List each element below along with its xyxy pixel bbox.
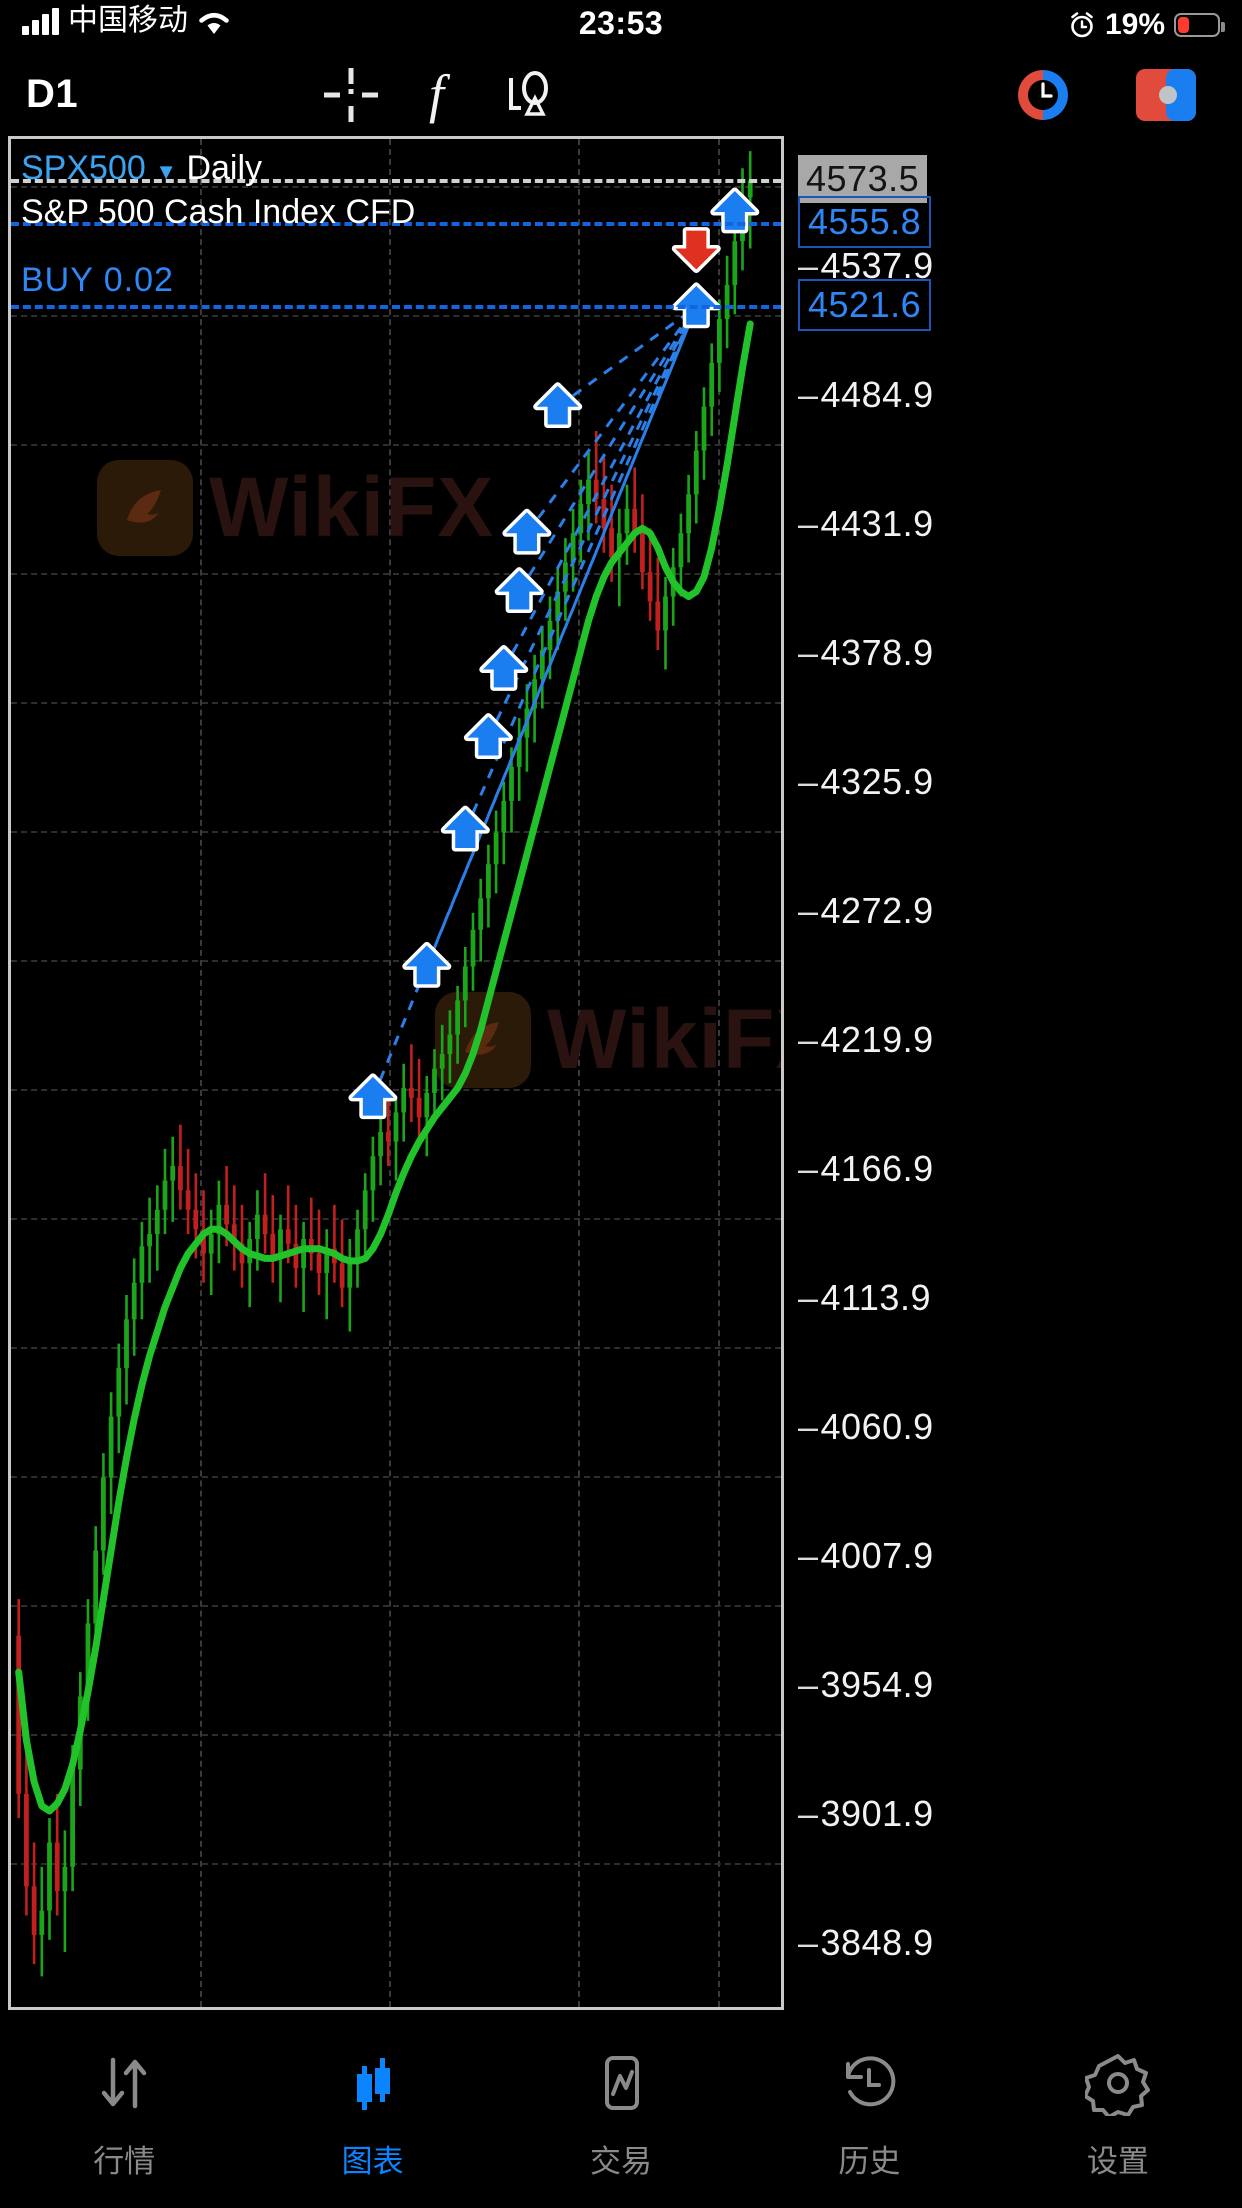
settings-gear-icon — [1084, 2044, 1151, 2122]
cellular-signal-icon — [22, 8, 59, 35]
grid-line-vertical — [578, 139, 580, 2007]
price-axis-tick: 4113.9 — [798, 1277, 931, 1319]
charts-candles-icon — [340, 2044, 406, 2122]
trade-phone-icon — [588, 2044, 654, 2122]
chevron-down-icon[interactable]: ▼ — [155, 159, 177, 184]
tab-label: 图表 — [341, 2143, 404, 2179]
tab-quotes[interactable]: 行情 — [0, 2016, 248, 2208]
alarm-clock-icon — [1068, 11, 1096, 39]
grid-line-vertical — [389, 139, 391, 2007]
grid-line-vertical — [200, 139, 202, 2007]
windows-icon[interactable] — [1123, 64, 1209, 126]
price-axis-tick: 4537.9 — [798, 245, 934, 287]
chart-toolbar: D1 f — [0, 58, 1242, 132]
battery-percent-label: 19% — [1104, 8, 1165, 41]
grid-line-horizontal — [11, 702, 781, 704]
grid-line-horizontal — [11, 186, 781, 188]
period-label: Daily — [186, 149, 263, 187]
price-axis-tick: 3901.9 — [798, 1793, 934, 1835]
symbol-header[interactable]: SPX500 ▼ Daily — [21, 149, 262, 188]
last-price-badge: 4573.5 — [798, 155, 928, 204]
status-bar-left: 中国移动 — [22, 6, 231, 38]
tab-label: 历史 — [838, 2143, 901, 2179]
last-price-level-line — [11, 179, 781, 184]
indicators-fx-icon[interactable]: f — [398, 64, 484, 126]
symbol-description: S&P 500 Cash Index CFD — [21, 193, 416, 231]
position-label[interactable]: BUY 0.02 — [21, 261, 174, 300]
grid-line-horizontal — [11, 1605, 781, 1607]
grid-line-horizontal — [11, 444, 781, 446]
grid-line-horizontal — [11, 831, 781, 833]
price-axis-tick: 4378.9 — [798, 632, 934, 674]
carrier-label: 中国移动 — [68, 4, 188, 37]
tab-trade[interactable]: 交易 — [497, 2016, 745, 2208]
price-axis-tick: 4325.9 — [798, 761, 934, 803]
status-bar-right: 19% — [1068, 8, 1225, 42]
price-axis-tick: 4219.9 — [798, 1019, 934, 1061]
grid-line-horizontal — [11, 1347, 781, 1349]
position-price-badge: 4521.6 — [798, 279, 932, 332]
timeframe-label: D1 — [26, 72, 79, 116]
crosshair-icon[interactable] — [308, 64, 394, 126]
trade-clock-icon[interactable] — [1000, 64, 1086, 126]
tab-settings[interactable]: 设置 — [994, 2016, 1242, 2208]
tab-label: 交易 — [590, 2143, 653, 2179]
status-bar: 中国移动 23:53 19% — [0, 0, 1242, 58]
bottom-tab-bar[interactable]: 行情 图表 交易 历史 设置 — [0, 2016, 1242, 2208]
grid-line-horizontal — [11, 1476, 781, 1478]
price-axis-tick: 3954.9 — [798, 1664, 934, 1706]
status-bar-clock: 23:53 — [578, 5, 664, 41]
chart-plot[interactable]: WikiFX WikiFX SPX500 ▼ Daily S&P 500 Cas… — [8, 136, 784, 2010]
chart-canvas[interactable]: WikiFX WikiFX SPX500 ▼ Daily S&P 500 Cas… — [11, 139, 781, 2007]
grid-line-vertical — [718, 139, 720, 2007]
price-series — [15, 151, 760, 1977]
price-axis[interactable]: 4573.5 4555.8 4521.6 4537.9 4484.9 4431.9 4… — [790, 136, 1236, 2010]
tab-history[interactable]: 历史 — [745, 2016, 993, 2208]
grid-line-horizontal — [11, 1218, 781, 1220]
symbol-label[interactable]: SPX500 — [21, 149, 146, 187]
grid-line-horizontal — [11, 315, 781, 317]
battery-icon — [1174, 13, 1225, 37]
grid-line-horizontal — [11, 960, 781, 962]
objects-icon[interactable] — [485, 64, 571, 126]
svg-text:f: f — [429, 64, 451, 124]
price-axis-tick: 3848.9 — [798, 1922, 934, 1964]
price-axis-tick: 4007.9 — [798, 1535, 934, 1577]
timeframe-button[interactable]: D1 — [26, 72, 78, 117]
history-clock-icon — [836, 2044, 902, 2122]
quotes-arrows-icon — [91, 2044, 157, 2122]
price-axis-tick: 4484.9 — [798, 374, 934, 416]
chart-area[interactable]: WikiFX WikiFX SPX500 ▼ Daily S&P 500 Cas… — [8, 136, 1236, 2059]
tab-label: 设置 — [1086, 2143, 1149, 2179]
bid-price-badge: 4555.8 — [798, 196, 932, 249]
grid-line-horizontal — [11, 1863, 781, 1865]
wifi-icon — [197, 9, 231, 35]
price-axis-tick: 4431.9 — [798, 503, 934, 545]
grid-line-horizontal — [11, 1734, 781, 1736]
grid-line-horizontal — [11, 1089, 781, 1091]
price-axis-tick: 4272.9 — [798, 890, 934, 932]
position-level-line — [11, 305, 781, 310]
price-axis-tick: 4166.9 — [798, 1148, 934, 1190]
bid-price-level-line — [11, 222, 781, 227]
grid-line-horizontal — [11, 573, 781, 575]
tab-charts[interactable]: 图表 — [248, 2016, 496, 2208]
tab-label: 行情 — [93, 2143, 156, 2179]
price-axis-tick: 4060.9 — [798, 1406, 934, 1448]
